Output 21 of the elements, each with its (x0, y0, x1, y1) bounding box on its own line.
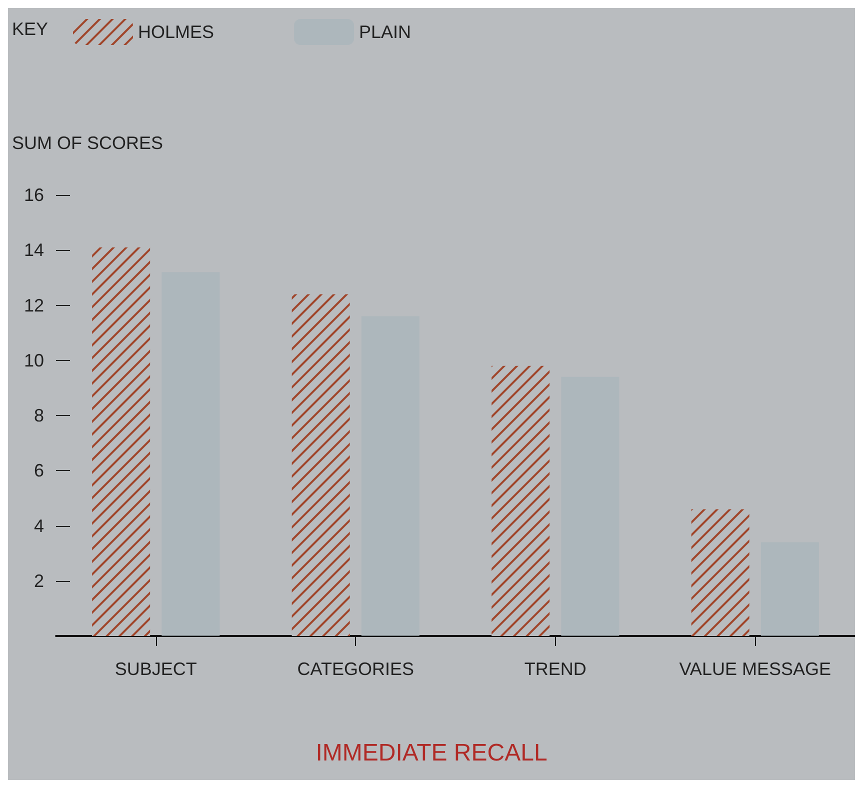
x-tick-label: CATEGORIES (297, 659, 414, 679)
x-tick-label: VALUE MESSAGE (679, 659, 831, 679)
y-tick-label: 2 (34, 570, 44, 591)
y-tick-label: 14 (24, 240, 44, 260)
y-axis-title: SUM OF SCORES (12, 133, 164, 153)
y-tick-label: 10 (24, 350, 44, 370)
y-tick-label: 8 (34, 406, 44, 426)
y-tick-label: 6 (34, 460, 44, 481)
legend-label: HOLMES (138, 22, 214, 42)
bar (561, 376, 620, 636)
bar (760, 542, 819, 636)
y-tick-label: 4 (34, 516, 44, 536)
legend-title: KEY (12, 19, 48, 39)
x-tick-label: SUBJECT (114, 659, 197, 679)
legend-label: PLAIN (359, 22, 412, 42)
text: IMMEDIATE RECALL (316, 740, 548, 766)
x-tick-label: TREND (524, 659, 586, 679)
bar (162, 272, 220, 636)
y-tick-label: 12 (24, 295, 44, 316)
bar (361, 316, 420, 636)
y-tick-label: 16 (24, 185, 44, 205)
